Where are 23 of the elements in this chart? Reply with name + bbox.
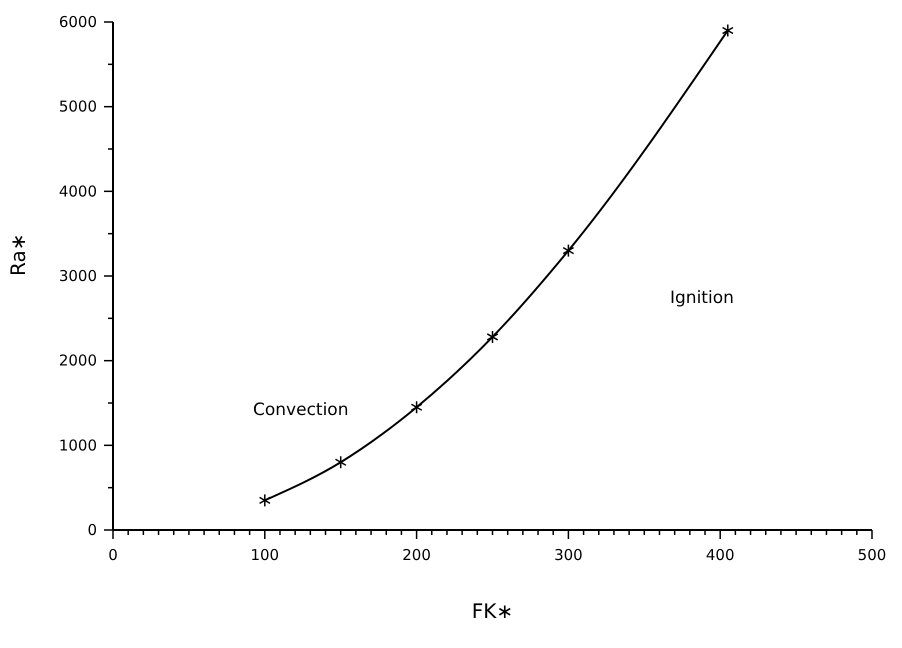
x-tick-label: 400: [706, 546, 735, 564]
point: [258, 494, 271, 508]
point: [722, 24, 734, 38]
y-tick-label: 2000: [58, 352, 97, 370]
point: [334, 456, 347, 470]
point: [562, 244, 574, 258]
point: [486, 330, 498, 344]
y-tick-label: 0: [87, 521, 97, 539]
y-tick-label: 4000: [58, 182, 97, 200]
y-tick-label: 5000: [58, 98, 97, 116]
y-tick-label: 3000: [58, 267, 97, 285]
x-tick-label: 500: [858, 546, 886, 564]
x-tick-label: 200: [402, 546, 431, 564]
annotation: Convection: [253, 400, 348, 420]
x-tick-label: 100: [250, 546, 280, 564]
y-tick-label: 1000: [58, 436, 97, 454]
x-axis-title: FK∗: [472, 599, 514, 623]
y-tick-label: 6000: [58, 13, 97, 31]
y-axis-title: Ra∗: [6, 234, 30, 276]
x-tick-label: 300: [554, 546, 583, 564]
point: [410, 400, 423, 414]
x-tick-label: 0: [108, 546, 118, 564]
annotation: Ignition: [670, 288, 734, 308]
